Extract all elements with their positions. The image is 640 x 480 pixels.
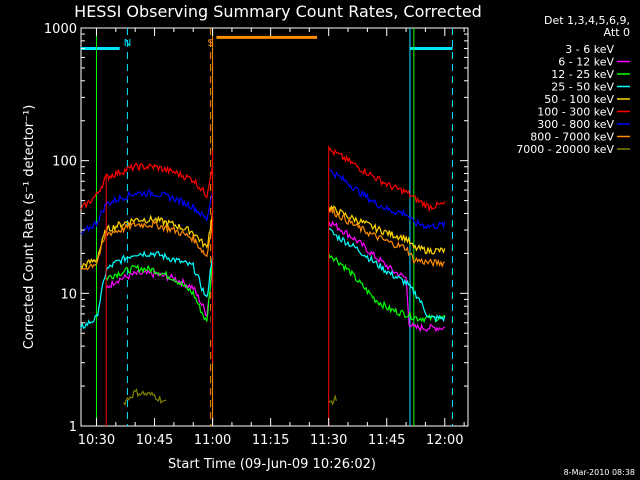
series-line-1-seg-0 bbox=[105, 268, 214, 318]
series-line-4-seg-1 bbox=[328, 204, 446, 255]
chart-title: HESSI Observing Summary Count Rates, Cor… bbox=[74, 2, 482, 21]
legend-label-7: 800 - 7000 keV bbox=[530, 131, 614, 144]
series-line-7-seg-0 bbox=[80, 220, 214, 271]
legend-label-1: 6 - 12 keV bbox=[558, 56, 614, 69]
series-line-2-seg-0 bbox=[105, 257, 214, 322]
footer-timestamp: 8-Mar-2010 08:38 bbox=[564, 468, 635, 477]
legend-label-2: 12 - 25 keV bbox=[551, 68, 614, 81]
y-tick-label-0: 1 bbox=[69, 420, 77, 435]
series-line-6-seg-0 bbox=[80, 189, 214, 235]
series-line-7-seg-1 bbox=[328, 206, 446, 268]
plot-frame bbox=[80, 27, 469, 427]
series-line-2-seg-1 bbox=[328, 253, 446, 324]
series-line-5-seg-1 bbox=[328, 147, 446, 213]
legend-header-line-2: Att 0 bbox=[604, 26, 630, 39]
legend-label-0: 3 - 6 keV bbox=[565, 43, 614, 56]
x-tick-label-0: 10:30 bbox=[78, 433, 115, 448]
series-line-8-seg-0 bbox=[123, 388, 167, 407]
observing-flags: NS bbox=[81, 28, 454, 426]
y-axis-label: Corrected Count Rate (s⁻¹ detector⁻¹) bbox=[22, 105, 37, 350]
x-tick-label-6: 12:00 bbox=[426, 433, 463, 448]
x-tick-label-5: 11:45 bbox=[368, 433, 405, 448]
series-group bbox=[80, 145, 446, 426]
legend-label-3: 25 - 50 keV bbox=[551, 81, 614, 94]
x-tick-label-4: 11:30 bbox=[310, 433, 347, 448]
y-tick-label-1: 10 bbox=[60, 287, 77, 302]
series-line-4-seg-0 bbox=[80, 212, 214, 269]
series-line-1-seg-1 bbox=[328, 220, 445, 333]
series-line-3-seg-1 bbox=[328, 227, 446, 323]
x-tick-label-3: 11:15 bbox=[252, 433, 289, 448]
x-axis: 10:30 10:45 11:00 11:15 11:30 11:45 12:00 bbox=[78, 28, 465, 448]
y-tick-label-3: 1000 bbox=[44, 22, 77, 37]
series-line-6-seg-1 bbox=[328, 169, 446, 230]
legend-label-8: 7000 - 20000 keV bbox=[516, 143, 614, 156]
series-line-0-seg-0 bbox=[105, 282, 214, 347]
x-tick-label-2: 11:00 bbox=[194, 433, 231, 448]
y-axis: 1 10 100 1000 bbox=[44, 22, 468, 435]
series-line-5-seg-0 bbox=[80, 162, 214, 210]
series-line-3-seg-0 bbox=[80, 250, 214, 329]
x-axis-label: Start Time (09-Jun-09 10:26:02) bbox=[168, 457, 376, 472]
y-tick-label-2: 100 bbox=[52, 155, 77, 170]
legend-label-6: 300 - 800 keV bbox=[537, 118, 614, 131]
series-line-0-seg-1 bbox=[328, 220, 407, 327]
series-line-8-seg-1 bbox=[328, 393, 337, 406]
legend-label-4: 50 - 100 keV bbox=[544, 93, 614, 106]
legend-label-5: 100 - 300 keV bbox=[537, 106, 614, 119]
x-tick-label-1: 10:45 bbox=[136, 433, 173, 448]
legend-header-line-1: Det 1,3,4,5,6,9, bbox=[544, 14, 630, 27]
